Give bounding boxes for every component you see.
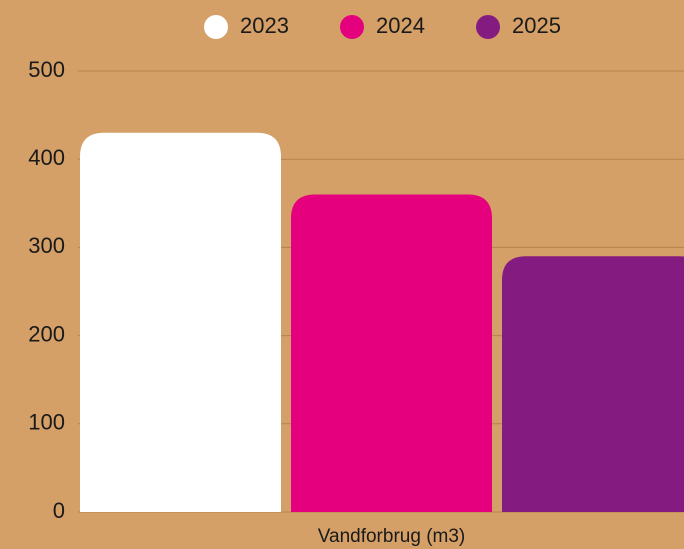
legend-swatch xyxy=(476,15,500,39)
legend-label: 2024 xyxy=(376,13,425,38)
y-tick-label: 500 xyxy=(28,57,65,82)
bar xyxy=(502,256,684,512)
y-tick-label: 100 xyxy=(28,410,65,435)
x-tick-label: Vandforbrug (m3) xyxy=(318,526,466,547)
y-tick-label: 300 xyxy=(28,233,65,258)
legend-swatch xyxy=(340,15,364,39)
y-tick-label: 400 xyxy=(28,145,65,170)
legend-label: 2023 xyxy=(240,13,289,38)
legend-swatch xyxy=(204,15,228,39)
y-tick-label: 0 xyxy=(53,498,65,523)
bar xyxy=(80,132,281,513)
bar xyxy=(291,194,492,513)
y-tick-label: 200 xyxy=(28,321,65,346)
legend-label: 2025 xyxy=(512,13,561,38)
